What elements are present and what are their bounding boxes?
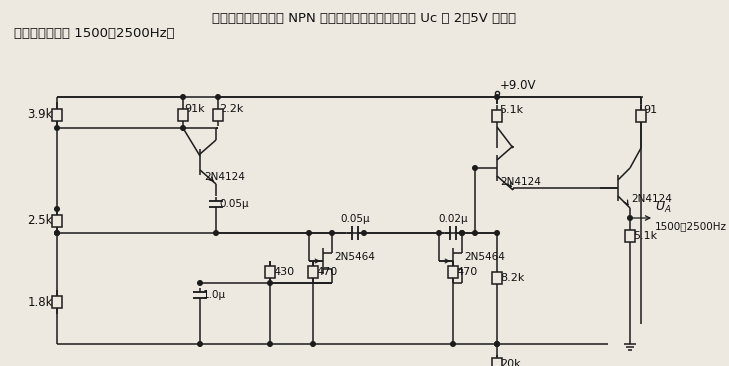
Text: 输出信号频率为 1500～2500Hz。: 输出信号频率为 1500～2500Hz。 <box>14 27 175 40</box>
Circle shape <box>495 95 499 99</box>
Text: 91k: 91k <box>184 104 205 114</box>
Text: 20k: 20k <box>500 359 521 366</box>
Text: 3.9k: 3.9k <box>28 108 53 122</box>
Text: 5.1k: 5.1k <box>633 231 657 241</box>
Circle shape <box>460 231 464 235</box>
Bar <box>492 272 502 284</box>
Bar <box>492 110 502 122</box>
Text: 8.2k: 8.2k <box>500 273 524 283</box>
Circle shape <box>495 342 499 346</box>
Circle shape <box>495 342 499 346</box>
Text: 2N4124: 2N4124 <box>631 194 672 204</box>
Circle shape <box>198 281 203 285</box>
Circle shape <box>472 166 477 170</box>
Text: 5.1k: 5.1k <box>499 105 523 115</box>
Circle shape <box>181 95 185 99</box>
Circle shape <box>268 281 273 285</box>
Circle shape <box>55 207 59 211</box>
Text: 2.5k: 2.5k <box>28 214 53 228</box>
Circle shape <box>268 342 273 346</box>
Bar <box>308 266 318 278</box>
Text: 2N5464: 2N5464 <box>334 252 375 262</box>
Circle shape <box>460 231 464 235</box>
Text: 0.05μ: 0.05μ <box>340 214 370 224</box>
Circle shape <box>437 231 441 235</box>
Bar <box>52 296 62 308</box>
Bar <box>265 266 275 278</box>
Text: 470: 470 <box>456 267 477 277</box>
Text: 1.8k: 1.8k <box>28 295 53 309</box>
Text: 470: 470 <box>316 267 338 277</box>
Circle shape <box>307 231 311 235</box>
Bar <box>52 109 62 121</box>
Circle shape <box>55 231 59 235</box>
Circle shape <box>55 231 59 235</box>
Circle shape <box>311 342 316 346</box>
Circle shape <box>330 231 335 235</box>
Bar <box>625 230 635 242</box>
Circle shape <box>451 342 456 346</box>
Circle shape <box>495 231 499 235</box>
Circle shape <box>55 126 59 130</box>
Text: 1.0μ: 1.0μ <box>203 290 226 300</box>
Text: 0.05μ: 0.05μ <box>219 199 249 209</box>
Bar <box>178 109 188 121</box>
Text: 2N4124: 2N4124 <box>500 177 541 187</box>
Circle shape <box>214 231 218 235</box>
Bar <box>213 109 223 121</box>
Circle shape <box>628 216 632 220</box>
Circle shape <box>181 126 185 130</box>
Text: 2N4124: 2N4124 <box>204 172 245 182</box>
Bar <box>636 110 646 122</box>
Bar <box>448 266 458 278</box>
Text: 91: 91 <box>643 105 657 115</box>
Text: 0.02μ: 0.02μ <box>438 214 468 224</box>
Circle shape <box>216 95 220 99</box>
Bar <box>492 358 502 366</box>
Text: +9.0V: +9.0V <box>500 79 537 92</box>
Text: 2N5464: 2N5464 <box>464 252 505 262</box>
Text: 采用场效应晶体管和 NPN 硅晶体管的电路，控制电压 Uc 在 2～5V 之间，: 采用场效应晶体管和 NPN 硅晶体管的电路，控制电压 Uc 在 2～5V 之间， <box>212 12 516 25</box>
Bar <box>52 215 62 227</box>
Text: 2.2k: 2.2k <box>219 104 243 114</box>
Text: 1500～2500Hz: 1500～2500Hz <box>655 221 727 231</box>
Circle shape <box>362 231 366 235</box>
Text: 430: 430 <box>273 267 294 277</box>
Circle shape <box>472 231 477 235</box>
Text: $U_A$: $U_A$ <box>655 200 671 215</box>
Circle shape <box>198 342 203 346</box>
